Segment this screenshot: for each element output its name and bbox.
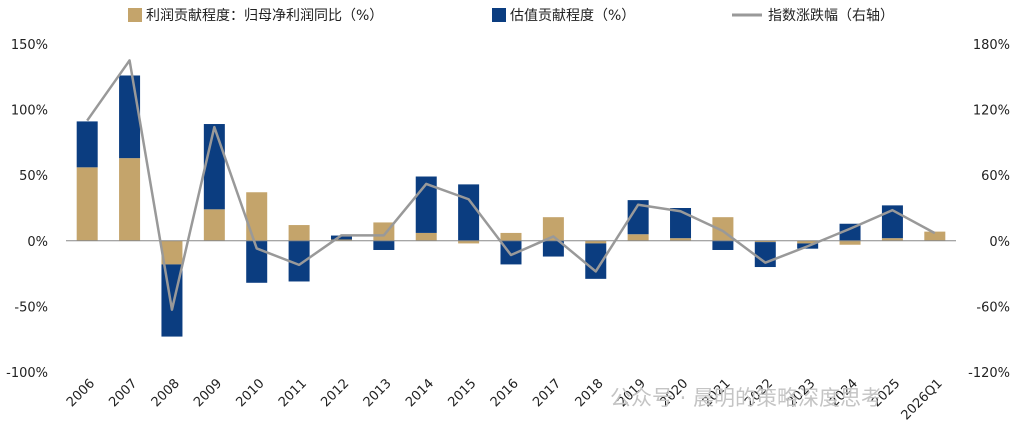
valuation-bar: [204, 124, 225, 209]
left-tick-label: 150%: [11, 38, 48, 53]
left-tick-label: -50%: [14, 300, 48, 315]
x-tick-label: 2012: [318, 376, 352, 410]
legend-label-valuation: 估值贡献程度（%）: [510, 8, 635, 24]
right-tick-label: 60%: [981, 169, 1010, 184]
profit-bar: [416, 233, 437, 241]
bars: [77, 75, 946, 336]
profit-bar: [840, 241, 861, 245]
legend-swatch-valuation: [492, 8, 506, 22]
left-tick-label: 50%: [19, 169, 48, 184]
valuation-bar: [373, 241, 394, 250]
valuation-bar: [712, 241, 733, 250]
profit-bar: [289, 225, 310, 241]
x-tick-label: 2007: [106, 376, 140, 410]
legend-swatch-profit: [128, 8, 142, 22]
x-tick-label: 2013: [361, 376, 395, 410]
right-tick-label: -60%: [976, 300, 1010, 315]
profit-bar: [246, 192, 267, 241]
x-tick-label: 2011: [276, 376, 310, 410]
left-tick-label: -100%: [6, 366, 48, 381]
x-tick-label: 2026Q1: [899, 376, 946, 423]
legend-label-index: 指数涨跌幅（右轴）: [768, 8, 894, 24]
valuation-bar: [77, 121, 98, 167]
x-tick-label: 2008: [149, 376, 183, 410]
x-tick-label: 2009: [191, 376, 225, 410]
profit-bar: [119, 158, 140, 241]
valuation-bar: [119, 75, 140, 158]
profit-bar: [501, 233, 522, 241]
right-tick-label: 180%: [973, 38, 1010, 53]
x-tick-label: 2017: [530, 376, 564, 410]
legend: 利润贡献程度：归母净利润同比（%） 估值贡献程度（%） 指数涨跌幅（右轴）: [128, 7, 894, 24]
right-axis-ticks: -120% -60% 0% 60% 120% 180%: [968, 38, 1010, 381]
x-tick-label: 2015: [445, 376, 479, 410]
x-tick-label: 2010: [234, 376, 268, 410]
x-tick-label: 2016: [488, 376, 522, 410]
right-tick-label: 120%: [973, 104, 1010, 119]
left-tick-label: 0%: [27, 235, 48, 250]
profit-bar: [204, 209, 225, 240]
profit-bar: [628, 234, 649, 241]
left-axis-ticks: -100% -50% 0% 50% 100% 150%: [6, 38, 48, 381]
x-tick-label: 2014: [403, 376, 437, 410]
right-tick-label: 0%: [989, 235, 1010, 250]
x-tick-label: 2018: [573, 376, 607, 410]
right-tick-label: -120%: [968, 366, 1010, 381]
watermark-text: 公众号 · 晨明的策略深度思考: [610, 386, 882, 410]
profit-bar: [77, 167, 98, 240]
x-tick-label: 2006: [64, 376, 98, 410]
legend-label-profit: 利润贡献程度：归母净利润同比（%）: [146, 7, 383, 24]
valuation-bar: [458, 184, 479, 240]
left-tick-label: 100%: [11, 104, 48, 119]
